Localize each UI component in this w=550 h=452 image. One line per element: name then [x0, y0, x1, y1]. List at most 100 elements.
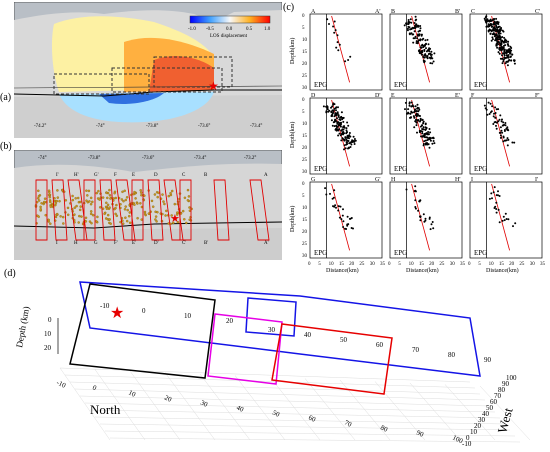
event-dot	[487, 101, 490, 104]
x-tick: 20	[429, 262, 435, 267]
event-dot	[485, 21, 488, 24]
event-dot	[337, 115, 340, 118]
plot-frame	[469, 97, 543, 175]
seismic-event	[140, 218, 143, 221]
event-dot	[333, 31, 336, 34]
epicenter-star: ★	[208, 79, 219, 93]
profile-start-label: E	[391, 93, 395, 99]
seismic-event	[43, 197, 47, 200]
grid-line	[64, 374, 476, 389]
x-tick: 5	[478, 262, 481, 267]
y-tick: 5	[302, 110, 305, 115]
event-dot	[415, 110, 418, 112]
event-dot	[352, 135, 355, 138]
profile-plot: F F' EPG	[469, 93, 543, 175]
profile-plot: E E' EPG	[389, 93, 463, 175]
event-dot	[350, 143, 353, 146]
event-dot	[429, 139, 432, 142]
event-dot	[490, 23, 493, 26]
seismic-event	[170, 189, 174, 193]
event-dot	[412, 105, 415, 108]
cbar-tick: -0.5	[206, 27, 214, 32]
west-tick: -10	[462, 440, 472, 447]
event-dot	[335, 106, 338, 109]
north-tick: 60	[307, 414, 317, 424]
event-dot	[349, 55, 352, 58]
event-dot	[486, 20, 489, 23]
seismic-event	[154, 215, 158, 218]
seismic-event	[44, 213, 47, 217]
event-dot	[407, 111, 410, 114]
event-dot	[422, 126, 425, 129]
event-dot	[407, 21, 410, 24]
event-dot	[503, 219, 506, 222]
event-dot	[511, 53, 514, 56]
seismic-event	[36, 197, 40, 200]
axis-ticks: -10 010 20 30 40 50 60 70 80 90 100-10010203040506…	[55, 302, 517, 448]
event-dot	[498, 34, 501, 37]
grid-line	[304, 378, 356, 441]
dashed-box-2	[111, 67, 223, 93]
seismic-event	[139, 189, 142, 192]
seismic-event	[85, 189, 88, 192]
event-dot	[416, 42, 419, 45]
event-dot	[337, 106, 339, 109]
seismic-event	[108, 194, 112, 197]
seismic-event	[183, 218, 186, 221]
north-tick: 90	[415, 429, 425, 439]
seismic-event	[55, 199, 59, 203]
seismic-event	[73, 213, 76, 216]
seismic-event	[162, 200, 165, 203]
event-dot	[413, 30, 416, 33]
profile-end-label: I'	[535, 177, 538, 183]
event-dot	[336, 117, 338, 120]
event-dot	[326, 18, 329, 21]
grid-line	[129, 370, 181, 441]
center-tick: 90	[484, 356, 492, 364]
event-dot	[428, 217, 431, 220]
seismic-event	[73, 206, 77, 209]
seismic-event	[105, 191, 108, 195]
seismic-event	[66, 206, 70, 210]
event-dot	[337, 129, 340, 132]
x-tick: 15	[339, 262, 345, 267]
seismic-event	[185, 221, 188, 225]
y-axis-label: Depth(km)	[289, 122, 296, 148]
seismic-event	[88, 220, 92, 223]
event-dot	[500, 41, 503, 44]
event-dot	[498, 49, 501, 51]
event-dot	[500, 27, 503, 29]
y-tick: 20	[302, 62, 308, 67]
event-dot	[423, 54, 426, 57]
x-tick: 10	[409, 262, 415, 267]
seismic-event	[105, 207, 109, 210]
event-dot	[484, 16, 487, 19]
seismic-event	[170, 214, 173, 217]
los-negative-field	[59, 92, 214, 123]
event-dot	[411, 26, 414, 29]
seismic-event	[39, 205, 42, 209]
event-dot	[346, 131, 348, 133]
event-dot	[411, 33, 414, 36]
event-dot	[412, 41, 415, 44]
profile-label: I	[56, 241, 58, 246]
event-dot	[342, 126, 345, 129]
event-dot	[418, 52, 421, 55]
event-dot	[334, 29, 337, 32]
event-dot	[504, 62, 507, 65]
event-dot	[404, 101, 407, 104]
event-dot	[507, 51, 510, 53]
seismic-event	[126, 208, 129, 212]
event-dot	[501, 219, 504, 222]
x-tick: 0	[388, 262, 391, 267]
event-dot	[423, 44, 426, 47]
event-dot	[505, 218, 508, 220]
seismic-event	[115, 203, 118, 207]
event-dot	[412, 115, 415, 118]
event-dot	[507, 129, 510, 132]
event-dot	[496, 38, 499, 40]
event-dot	[502, 136, 505, 139]
profile-end-label: A'	[375, 9, 380, 15]
event-dot	[496, 26, 499, 29]
depth-tick: 20	[44, 344, 52, 352]
